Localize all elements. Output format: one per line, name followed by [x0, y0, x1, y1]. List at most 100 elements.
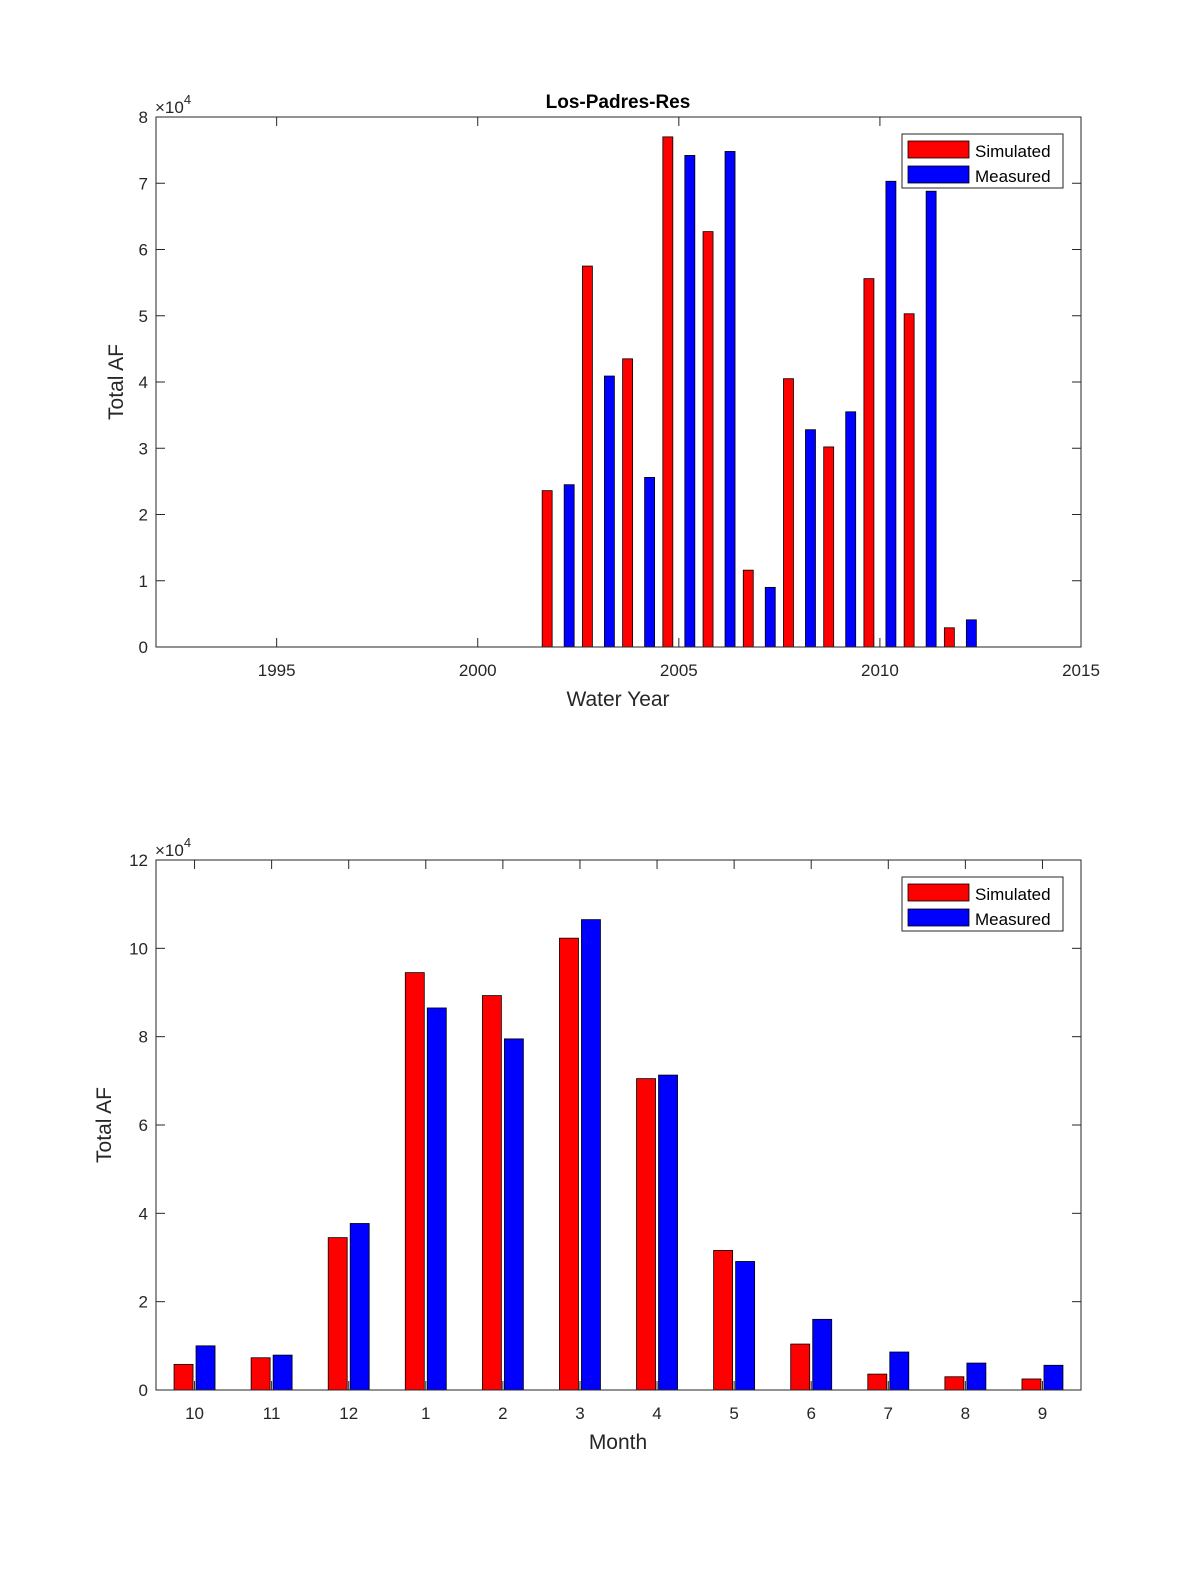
legend-swatch-measured [907, 908, 970, 927]
annual-ticks: 0 1 2 3 4 5 6 7 8 1995 2000 2005 2010 2015 [139, 108, 1100, 680]
y-tick-label: 8 [139, 1028, 148, 1047]
monthly-legend: Simulated Measured [901, 876, 1064, 932]
bar-measured-month-6 [812, 1318, 833, 1391]
bar-simulated-2003 [581, 265, 593, 648]
bar-measured-2008 [805, 429, 816, 648]
bar-measured-2002 [563, 484, 575, 648]
annual-bar-chart: 0 1 2 3 4 5 6 7 8 1995 2000 2005 2010 2015 Los-Padres… [105, 92, 1100, 711]
legend-swatch-measured [907, 165, 970, 184]
x-tick-label: 2 [498, 1404, 507, 1423]
bar-simulated-month-3 [559, 937, 579, 1391]
y-tick-label: 6 [139, 241, 148, 260]
y-tick-label: 2 [139, 1293, 148, 1312]
bar-measured-2011 [925, 190, 937, 648]
bar-measured-2005 [684, 155, 696, 648]
y-tick-label: 4 [139, 373, 148, 392]
bar-measured-2012 [965, 619, 977, 648]
bar-measured-2004 [644, 476, 656, 648]
bar-simulated-2004 [622, 358, 634, 648]
legend-swatch-simulated [907, 883, 970, 902]
y-tick-label: 0 [139, 638, 148, 657]
monthly-x-axis-label: Month [589, 1431, 647, 1454]
x-tick-label: 11 [263, 1404, 281, 1423]
x-tick-label: 2000 [459, 661, 497, 680]
bar-measured-2007 [764, 586, 776, 648]
bar-measured-month-10 [195, 1345, 216, 1391]
annual-x-axis-label: Water Year [566, 688, 669, 711]
bar-simulated-month-5 [713, 1250, 734, 1391]
bar-measured-month-12 [349, 1223, 370, 1391]
bar-simulated-2012 [943, 627, 955, 648]
bar-measured-2009 [845, 411, 857, 648]
monthly-y-exponent-power: 4 [184, 835, 191, 850]
bar-measured-month-7 [889, 1351, 910, 1391]
legend-label-measured: Measured [975, 910, 1051, 929]
monthly-y-exponent-label: ×104 [155, 835, 191, 860]
x-tick-label: 8 [961, 1404, 970, 1423]
bar-measured-month-2 [503, 1038, 524, 1391]
x-tick-label: 2005 [660, 661, 698, 680]
bar-measured-2010 [885, 180, 897, 648]
legend-label-simulated: Simulated [975, 142, 1051, 161]
bar-simulated-2002 [541, 490, 553, 648]
bar-simulated-month-7 [867, 1373, 888, 1391]
y-tick-label: 7 [139, 174, 148, 193]
y-tick-label: 1 [139, 572, 148, 591]
annual-y-exponent-power: 4 [184, 92, 191, 107]
annual-legend: Simulated Measured [901, 133, 1064, 189]
bar-simulated-month-2 [481, 995, 502, 1391]
x-tick-label: 4 [652, 1404, 661, 1423]
monthly-bars [173, 919, 1064, 1391]
x-tick-label: 1995 [258, 661, 296, 680]
x-tick-label: 10 [185, 1404, 204, 1423]
bar-measured-2003 [603, 375, 615, 648]
monthly-y-exponent-base: ×10 [155, 841, 184, 860]
y-tick-label: 0 [139, 1381, 148, 1400]
x-tick-label: 9 [1038, 1404, 1047, 1423]
x-tick-label: 2010 [861, 661, 899, 680]
bar-simulated-month-11 [250, 1357, 271, 1391]
bar-simulated-2009 [823, 446, 835, 648]
x-tick-label: 7 [884, 1404, 893, 1423]
legend-swatch-simulated [907, 140, 970, 159]
y-tick-label: 6 [139, 1116, 148, 1135]
x-tick-label: 2015 [1062, 661, 1100, 680]
bar-measured-month-5 [735, 1261, 756, 1391]
bar-simulated-2005 [662, 136, 674, 648]
annual-y-axis-label: Total AF [105, 344, 128, 420]
y-tick-label: 3 [139, 439, 148, 458]
bar-measured-month-11 [272, 1354, 293, 1391]
bar-simulated-month-8 [944, 1376, 965, 1391]
x-tick-label: 1 [421, 1404, 430, 1423]
bar-measured-month-4 [658, 1074, 678, 1391]
bar-measured-month-8 [966, 1362, 987, 1391]
y-tick-label: 12 [129, 851, 148, 870]
y-tick-label: 8 [139, 108, 148, 127]
y-tick-label: 10 [129, 939, 148, 958]
bar-simulated-month-10 [173, 1363, 194, 1391]
bar-simulated-month-12 [327, 1237, 348, 1391]
annual-y-exponent-base: ×10 [155, 98, 184, 117]
y-tick-label: 2 [139, 506, 148, 525]
bar-simulated-month-1 [404, 972, 425, 1391]
bar-measured-2006 [724, 151, 736, 648]
x-tick-label: 6 [806, 1404, 815, 1423]
y-tick-label: 5 [139, 307, 148, 326]
x-tick-label: 3 [575, 1404, 584, 1423]
bar-measured-month-9 [1043, 1364, 1064, 1391]
bar-simulated-month-6 [790, 1343, 811, 1391]
bar-simulated-month-4 [636, 1078, 656, 1391]
bar-measured-month-1 [426, 1007, 447, 1391]
monthly-y-axis-label: Total AF [93, 1087, 116, 1163]
annual-y-exponent-label: ×104 [155, 92, 191, 117]
bar-simulated-2007 [742, 569, 754, 648]
bar-simulated-2006 [702, 231, 714, 648]
x-tick-label: 5 [729, 1404, 738, 1423]
bar-simulated-2008 [783, 378, 794, 648]
bar-simulated-2011 [903, 313, 915, 648]
y-tick-label: 4 [139, 1204, 148, 1223]
legend-label-simulated: Simulated [975, 885, 1051, 904]
